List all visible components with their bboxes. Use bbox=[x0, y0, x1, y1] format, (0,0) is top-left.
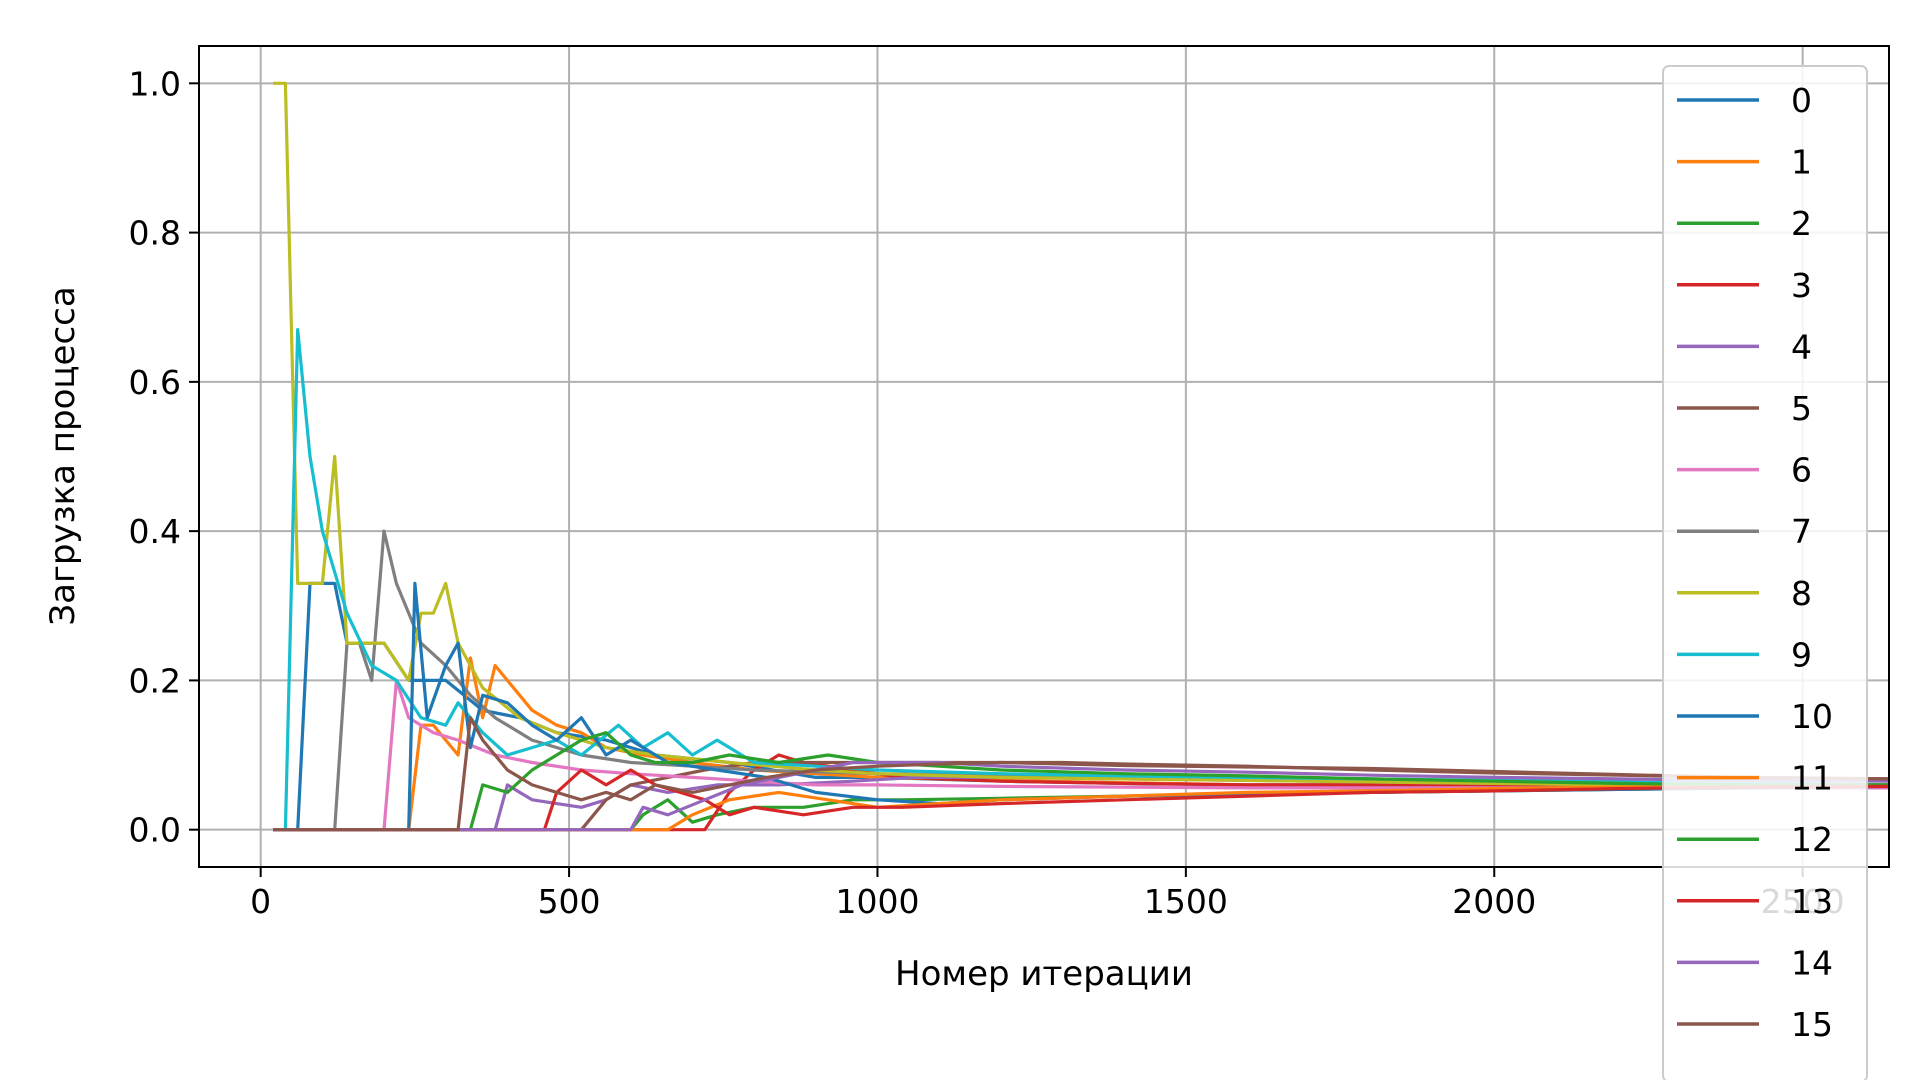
y-tick-label: 0.2 bbox=[129, 661, 181, 700]
x-tick-label: 500 bbox=[538, 882, 601, 921]
legend-label-11: 11 bbox=[1791, 759, 1833, 798]
series-line-9 bbox=[273, 328, 1889, 832]
x-tick-label: 2000 bbox=[1452, 882, 1536, 921]
series-line-13 bbox=[273, 768, 1889, 832]
x-tick-label: 1500 bbox=[1144, 882, 1228, 921]
legend-label-1: 1 bbox=[1791, 143, 1812, 182]
legend-label-0: 0 bbox=[1791, 81, 1812, 120]
grid bbox=[199, 46, 1889, 867]
legend-box bbox=[1662, 65, 1868, 1080]
series-lines bbox=[273, 81, 1889, 832]
legend-label-7: 7 bbox=[1791, 512, 1812, 551]
series-line-8 bbox=[273, 81, 1889, 787]
x-axis-label: Номер итерации bbox=[895, 954, 1193, 994]
plot-frame bbox=[198, 45, 1890, 868]
series-line-14 bbox=[273, 760, 1889, 832]
legend-label-3: 3 bbox=[1791, 266, 1812, 305]
legend-label-12: 12 bbox=[1791, 820, 1833, 859]
axis-ticks: 050010001500200025000.00.20.40.60.81.0 bbox=[129, 64, 1845, 921]
y-tick-label: 1.0 bbox=[129, 64, 181, 103]
legend-label-15: 15 bbox=[1791, 1005, 1833, 1044]
legend-label-14: 14 bbox=[1791, 943, 1833, 982]
x-tick-label: 1000 bbox=[835, 882, 919, 921]
y-tick-label: 0.6 bbox=[129, 363, 181, 402]
legend-label-13: 13 bbox=[1791, 882, 1833, 921]
legend-label-4: 4 bbox=[1791, 327, 1812, 366]
y-tick-label: 0.0 bbox=[129, 811, 181, 850]
series-line-11 bbox=[273, 783, 1889, 832]
legend-label-9: 9 bbox=[1791, 635, 1812, 674]
series-line-15 bbox=[273, 716, 1889, 832]
y-tick-label: 0.4 bbox=[129, 512, 181, 551]
y-axis-label: Загрузка процесса bbox=[43, 286, 83, 625]
x-tick-label: 0 bbox=[250, 882, 271, 921]
legend-label-6: 6 bbox=[1791, 451, 1812, 490]
legend-label-8: 8 bbox=[1791, 574, 1812, 613]
legend-label-5: 5 bbox=[1791, 389, 1812, 428]
legend-label-10: 10 bbox=[1791, 697, 1833, 736]
y-tick-label: 0.8 bbox=[129, 214, 181, 253]
series-line-6 bbox=[273, 678, 1889, 832]
series-line-12 bbox=[273, 731, 1889, 832]
legend-label-2: 2 bbox=[1791, 204, 1812, 243]
